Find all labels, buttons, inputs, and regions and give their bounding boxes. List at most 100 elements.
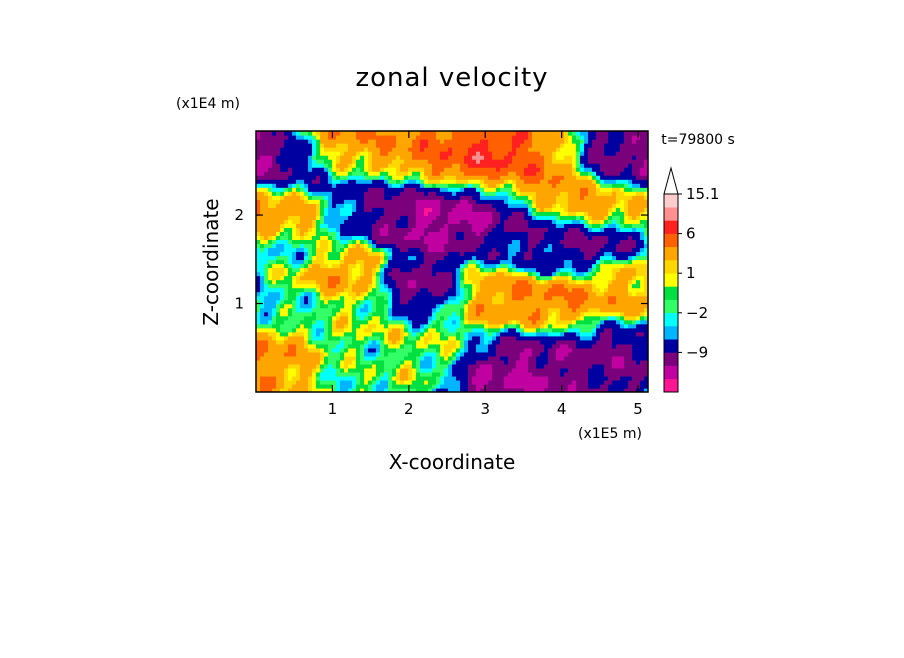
contour-cell: [468, 203, 473, 208]
contour-cell: [432, 379, 437, 385]
contour-cell: [404, 383, 409, 389]
contour-cell: [296, 219, 301, 224]
contour-cell: [392, 315, 397, 321]
contour-cell: [288, 283, 293, 289]
contour-cell: [312, 243, 317, 249]
contour-cell: [396, 303, 401, 309]
contour-cell: [588, 239, 593, 245]
contour-cell: [332, 275, 337, 281]
contour-cell: [392, 199, 397, 204]
contour-cell: [388, 335, 393, 341]
contour-cell: [624, 223, 629, 228]
contour-cell: [384, 347, 389, 353]
contour-cell: [552, 367, 557, 373]
contour-cell: [336, 243, 341, 249]
contour-cell: [532, 247, 537, 253]
contour-cell: [276, 259, 281, 265]
contour-cell: [604, 227, 609, 232]
contour-cell: [452, 219, 457, 224]
contour-cell: [336, 267, 341, 273]
contour-cell: [476, 339, 481, 345]
contour-cell: [360, 387, 365, 392]
contour-cell: [328, 311, 333, 317]
contour-cell: [584, 355, 589, 361]
contour-cell: [424, 363, 429, 369]
contour-cell: [388, 275, 393, 281]
contour-cell: [524, 371, 529, 377]
contour-cell: [444, 359, 449, 365]
contour-cell: [588, 207, 593, 212]
contour-cell: [604, 315, 609, 321]
contour-cell: [596, 279, 601, 285]
contour-cell: [348, 187, 353, 192]
contour-cell: [640, 271, 645, 277]
contour-cell: [604, 331, 609, 337]
contour-cell: [492, 327, 497, 333]
contour-cell: [616, 299, 621, 305]
contour-cell: [256, 315, 261, 321]
contour-cell: [324, 239, 329, 245]
contour-cell: [336, 223, 341, 228]
contour-cell: [312, 375, 317, 381]
contour-cell: [632, 343, 637, 349]
contour-cell: [356, 219, 361, 224]
contour-cell: [340, 207, 345, 212]
contour-cell: [636, 215, 641, 220]
contour-cell: [284, 239, 289, 245]
contour-cell: [512, 327, 517, 333]
contour-cell: [412, 347, 417, 353]
contour-cell: [444, 235, 449, 241]
contour-cell: [564, 363, 569, 369]
contour-cell: [348, 291, 353, 297]
contour-cell: [488, 275, 493, 281]
contour-cell: [264, 307, 269, 313]
contour-cell: [588, 335, 593, 341]
contour-cell: [524, 359, 529, 365]
contour-cell: [520, 371, 525, 377]
contour-cell: [420, 251, 425, 257]
contour-cell: [504, 355, 509, 361]
contour-cell: [272, 379, 277, 385]
contour-cell: [376, 271, 381, 277]
contour-cell: [604, 283, 609, 289]
contour-cell: [440, 335, 445, 341]
contour-cell: [288, 199, 293, 204]
contour-cell: [444, 363, 449, 369]
contour-cell: [380, 383, 385, 389]
contour-cell: [332, 247, 337, 253]
contour-cell: [412, 255, 417, 261]
contour-cell: [640, 243, 645, 249]
contour-cell: [272, 331, 277, 337]
contour-cell: [332, 191, 337, 196]
contour-cell: [520, 363, 525, 369]
contour-cell: [504, 307, 509, 313]
contour-cell: [536, 271, 541, 277]
contour-cell: [428, 279, 433, 285]
contour-cell: [460, 255, 465, 261]
contour-cell: [512, 351, 517, 357]
contour-cell: [632, 379, 637, 385]
contour-cell: [504, 299, 509, 305]
contour-cell: [620, 235, 625, 241]
contour-cell: [548, 359, 553, 365]
contour-cell: [392, 275, 397, 281]
contour-cell: [516, 215, 521, 220]
contour-cell: [632, 295, 637, 301]
contour-cell: [348, 387, 353, 392]
contour-cell: [628, 207, 633, 212]
contour-cell: [404, 227, 409, 232]
contour-cell: [440, 291, 445, 297]
contour-cell: [464, 287, 469, 293]
contour-cell: [376, 299, 381, 305]
contour-cell: [592, 271, 597, 277]
contour-cell: [460, 291, 465, 297]
contour-cell: [584, 263, 589, 269]
contour-cell: [552, 263, 557, 269]
contour-cell: [340, 299, 345, 305]
contour-cell: [284, 371, 289, 377]
contour-cell: [352, 355, 357, 361]
contour-cell: [644, 255, 648, 261]
contour-cell: [280, 283, 285, 289]
contour-cell: [572, 283, 577, 289]
